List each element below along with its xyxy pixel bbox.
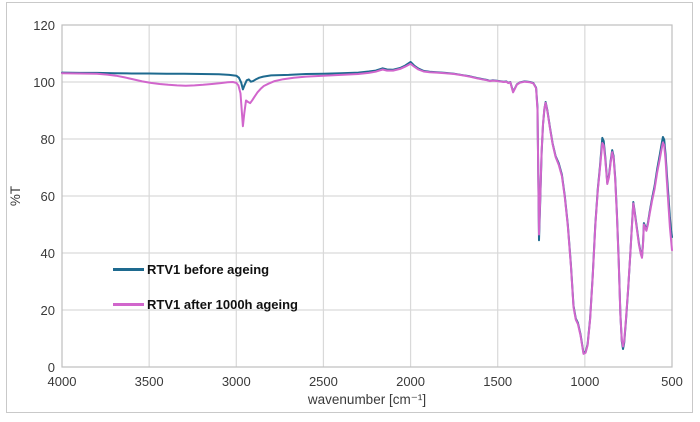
x-tick-label: 1000 xyxy=(570,374,600,389)
x-axis-title: wavenumber [cm⁻¹] xyxy=(307,392,427,407)
x-tick-label: 2500 xyxy=(308,374,338,389)
x-tick-label: 3000 xyxy=(221,374,251,389)
legend: RTV1 before ageing RTV1 after 1000h agei… xyxy=(113,261,298,331)
legend-label-after: RTV1 after 1000h ageing xyxy=(147,296,298,312)
legend-label-before: RTV1 before ageing xyxy=(147,261,270,277)
x-tick-label: 2000 xyxy=(396,374,426,389)
plot-border xyxy=(61,24,673,368)
x-tick-label: 500 xyxy=(661,374,683,389)
legend-item-after-ageing: RTV1 after 1000h ageing xyxy=(113,296,298,312)
y-tick-label: 40 xyxy=(40,245,55,261)
y-tick-label: 60 xyxy=(40,188,55,204)
legend-item-before-ageing: RTV1 before ageing xyxy=(113,261,298,277)
y-tick-label: 100 xyxy=(33,74,55,90)
series-line-1 xyxy=(61,62,673,355)
x-tick-label: 1500 xyxy=(483,374,513,389)
x-tick-label: 3500 xyxy=(134,374,164,389)
figure-border xyxy=(6,2,693,413)
legend-line-swatch-after xyxy=(113,302,144,306)
y-tick-label: 120 xyxy=(33,17,55,33)
y-tick-label: 0 xyxy=(47,359,55,375)
legend-line-swatch-before xyxy=(113,267,144,271)
y-tick-label: 20 xyxy=(40,302,55,318)
y-tick-label: 80 xyxy=(40,131,55,147)
x-tick-label: 4000 xyxy=(47,374,77,389)
